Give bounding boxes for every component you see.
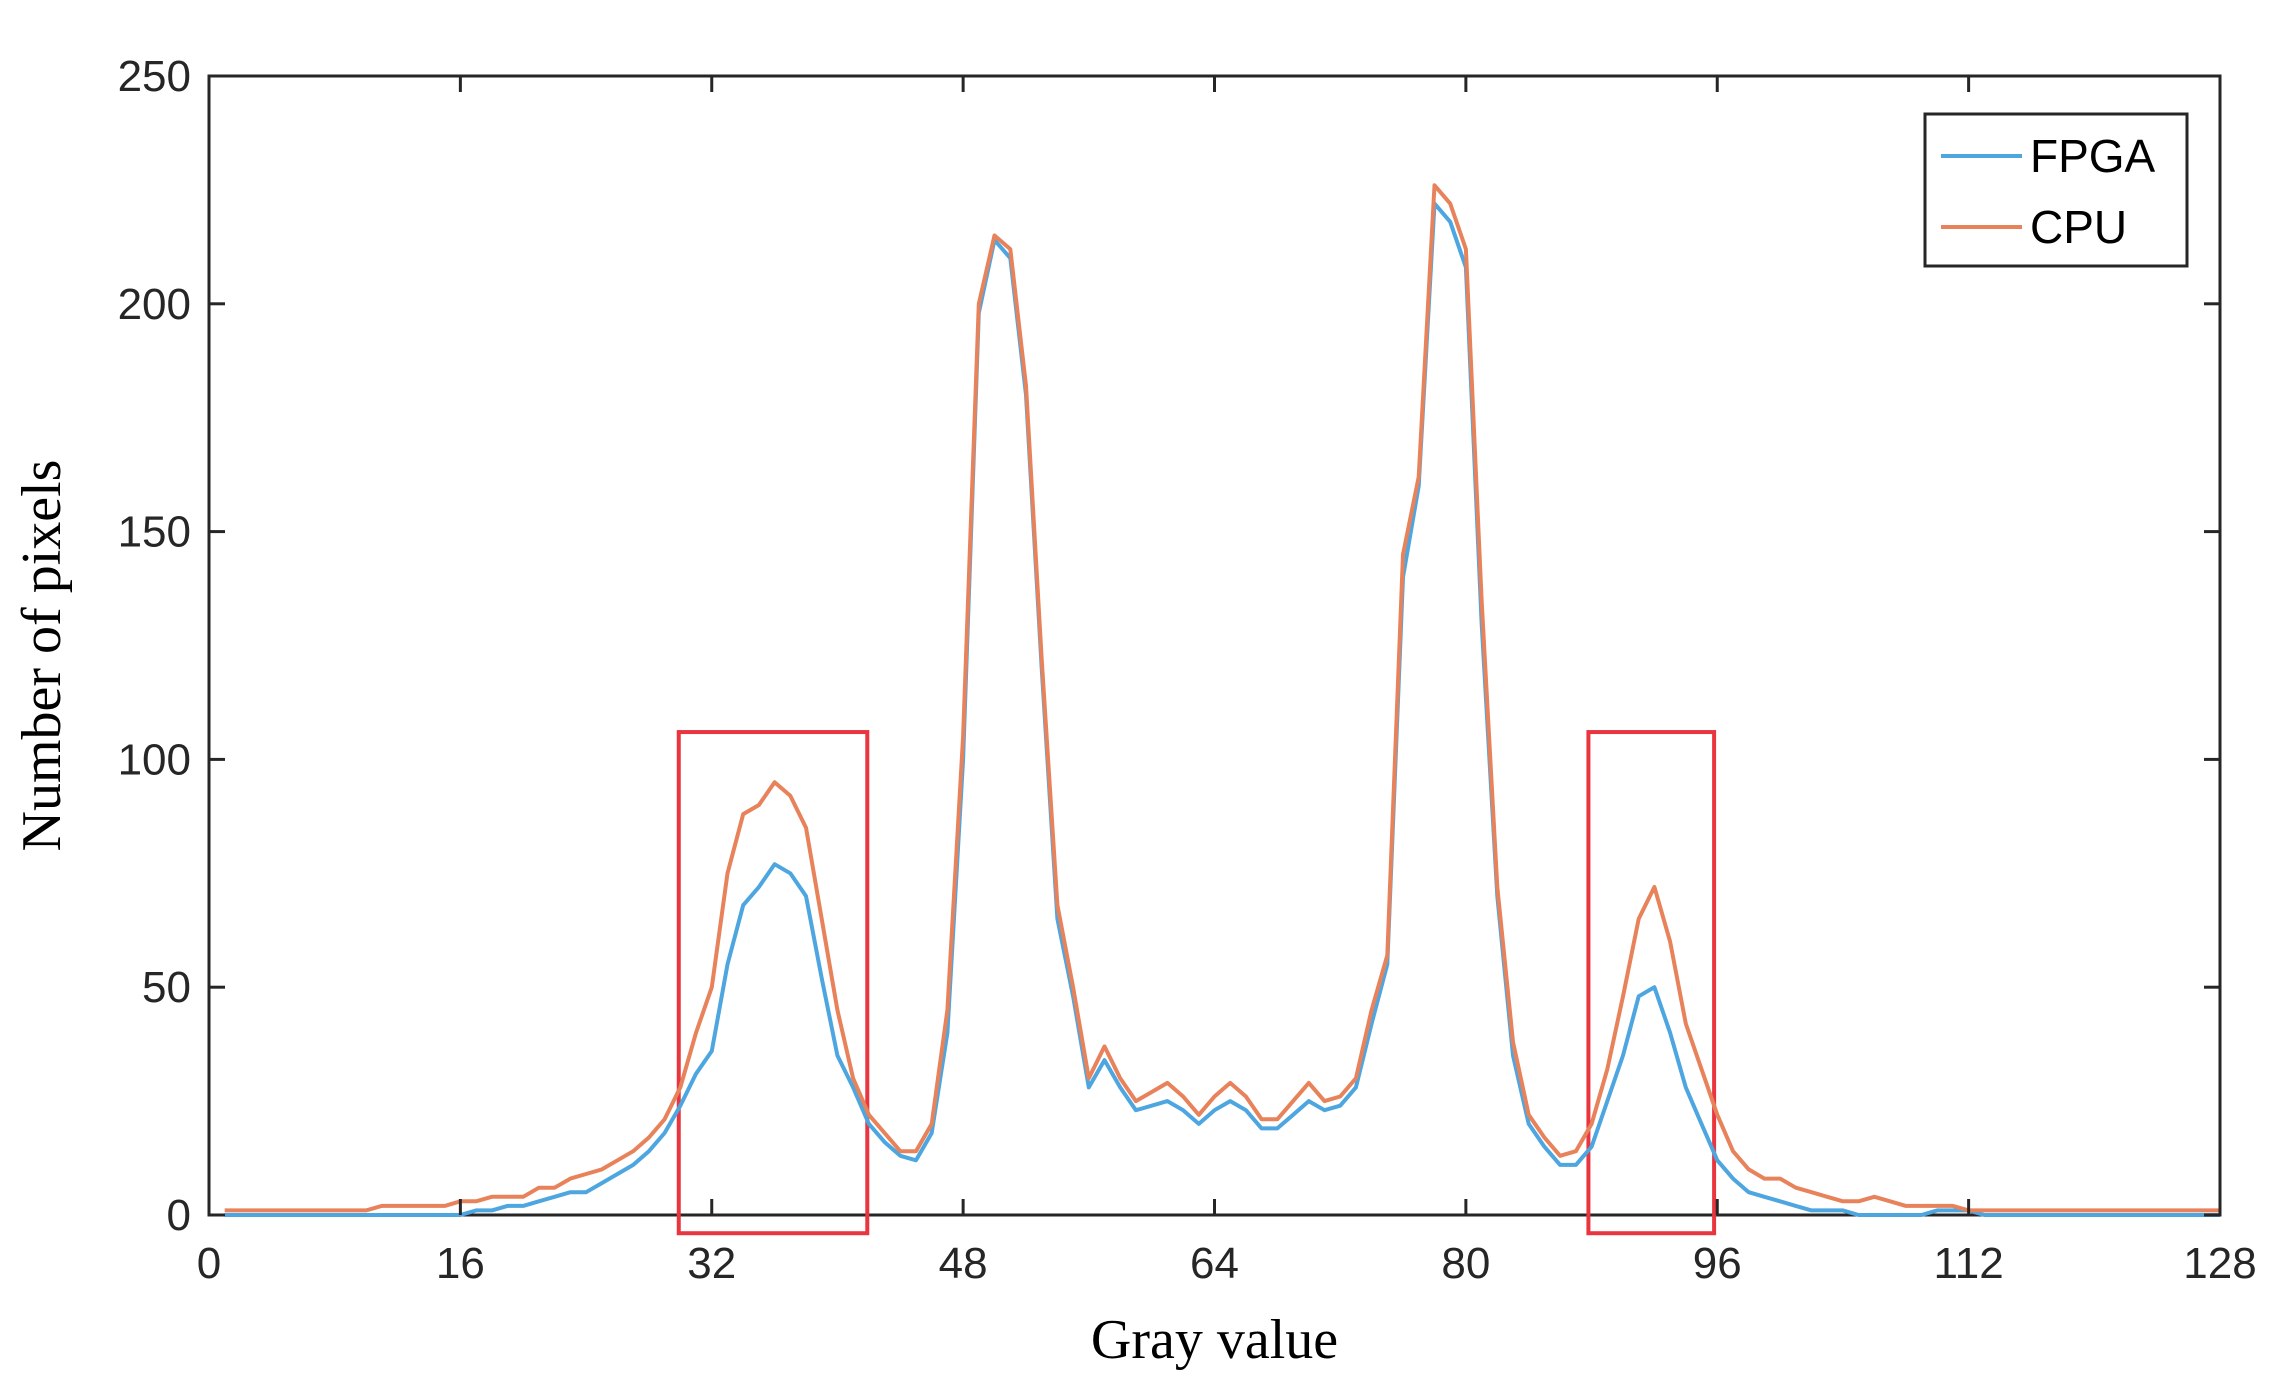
x-tick-label: 64 [1190, 1239, 1239, 1288]
highlight-box [676, 730, 870, 1236]
legend-label-cpu: CPU [2030, 201, 2127, 253]
series-layer [224, 183, 2220, 1217]
x-tick-label: 96 [1693, 1239, 1742, 1288]
y-tick-label: 150 [118, 508, 191, 557]
x-tick-label: 128 [2183, 1239, 2256, 1288]
y-tick-label: 100 [118, 735, 191, 784]
x-tick-label: 80 [1441, 1239, 1490, 1288]
annotation-layer [676, 730, 1717, 1236]
series-line-cpu [224, 183, 2220, 1213]
y-axis-title: Number of pixels [11, 460, 73, 852]
y-tick-label: 0 [167, 1191, 191, 1240]
plot-area [207, 74, 2222, 1217]
legend: FPGA CPU [1923, 112, 2189, 268]
y-tick-label: 50 [142, 963, 191, 1012]
series-line-fpga [224, 201, 2220, 1217]
x-axis-title: Gray value [1091, 1309, 1338, 1371]
x-tick-label: 32 [687, 1239, 736, 1288]
legend-label-fpga: FPGA [2030, 130, 2156, 182]
highlight-box [1586, 730, 1717, 1236]
x-tick-label: 48 [939, 1239, 988, 1288]
legend-box [1923, 112, 2189, 268]
x-tick-label: 0 [197, 1239, 221, 1288]
axes-layer: 0 16 32 48 64 80 96 112 128 0 50 100 150 200 250 [118, 52, 2257, 1288]
y-tick-label: 250 [118, 52, 191, 101]
x-tick-label: 112 [1934, 1239, 2004, 1288]
plot-frame [207, 74, 2222, 1217]
y-tick-label: 200 [118, 280, 191, 329]
x-tick-label: 16 [436, 1239, 485, 1288]
